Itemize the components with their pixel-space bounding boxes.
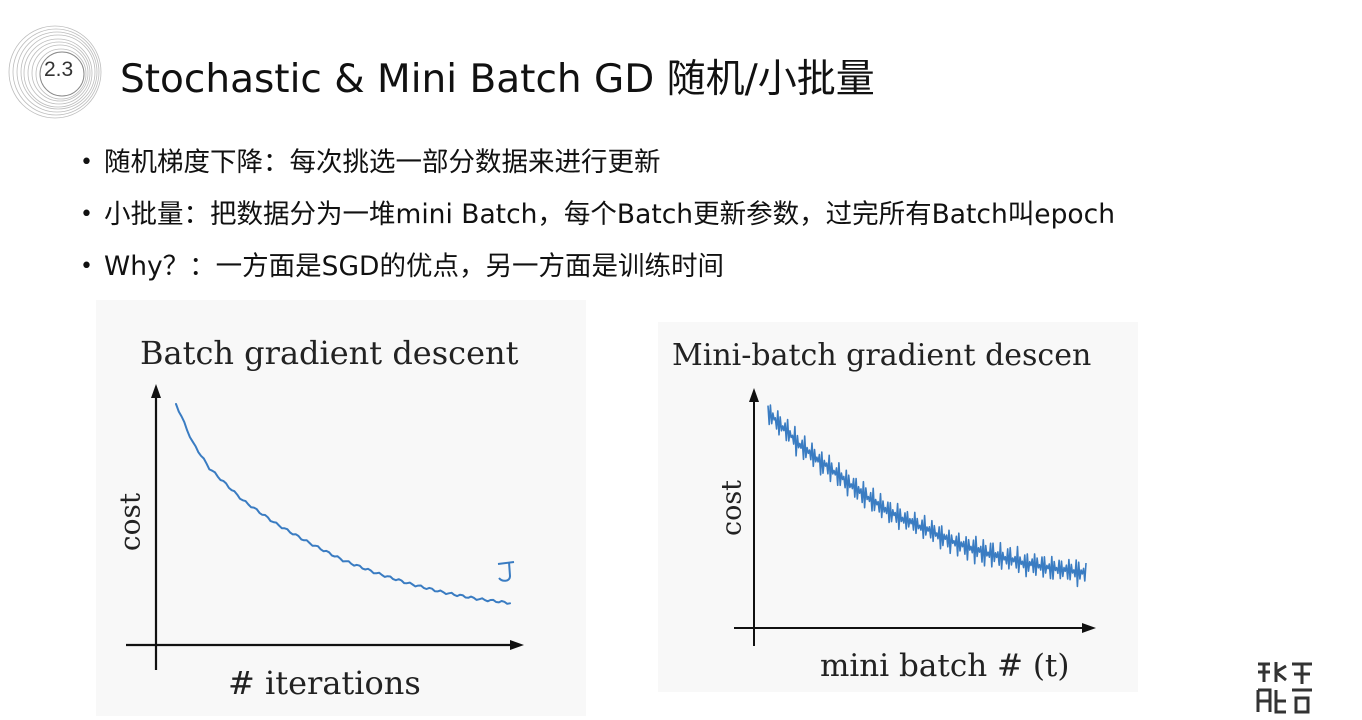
- x-axis-arrow-icon: [1082, 623, 1096, 633]
- y-axis: [151, 384, 161, 670]
- bullet-dot-icon: •: [80, 254, 93, 279]
- mini-batch-gd-figure: Mini-batch gradient descen cost mini bat…: [658, 322, 1138, 692]
- bullet-text: Why？：一方面是SGD的优点，另一方面是训练时间: [104, 251, 724, 282]
- x-axis-arrow-icon: [510, 640, 524, 650]
- y-axis-arrow-icon: [749, 388, 759, 402]
- x-axis-label: mini batch # (t): [820, 648, 1070, 684]
- y-axis-label: cost: [716, 479, 748, 537]
- watermark-logo-icon: [1254, 658, 1316, 716]
- bullet-dot-icon: •: [80, 150, 93, 175]
- bullet-text: 随机梯度下降：每次挑选一部分数据来进行更新: [104, 147, 661, 178]
- figure-title: Batch gradient descent: [140, 334, 519, 372]
- hand-annotation-j-icon: [497, 561, 515, 582]
- figure-title: Mini-batch gradient descen: [672, 338, 1092, 373]
- cost-curve: [767, 404, 1087, 588]
- y-axis: [749, 388, 759, 646]
- swirl-decoration-icon: [8, 25, 102, 119]
- x-axis-label: # iterations: [228, 664, 421, 702]
- bullet-item: • 随机梯度下降：每次挑选一部分数据来进行更新: [78, 144, 1115, 196]
- batch-gd-plot: [126, 384, 524, 670]
- cost-curve: [175, 403, 511, 605]
- x-axis: [126, 640, 524, 650]
- y-axis-label: cost: [113, 492, 147, 552]
- x-axis: [734, 623, 1096, 633]
- slide-title: Stochastic & Mini Batch GD 随机/小批量: [120, 57, 875, 102]
- bullet-item: • Why？：一方面是SGD的优点，另一方面是训练时间: [78, 248, 1115, 300]
- bullet-item: • 小批量：把数据分为一堆mini Batch，每个Batch更新参数，过完所有…: [78, 196, 1115, 248]
- mini-batch-gd-plot: [734, 388, 1096, 646]
- y-axis-arrow-icon: [151, 384, 161, 398]
- bullet-text: 小批量：把数据分为一堆mini Batch，每个Batch更新参数，过完所有Ba…: [104, 199, 1115, 230]
- bullet-dot-icon: •: [80, 202, 93, 227]
- slide-number-badge: [0, 14, 104, 124]
- slide-number: 2.3: [44, 58, 74, 81]
- bullet-list: • 随机梯度下降：每次挑选一部分数据来进行更新 • 小批量：把数据分为一堆min…: [78, 144, 1115, 300]
- batch-gd-figure: Batch gradient descent cost # iterations: [96, 300, 586, 716]
